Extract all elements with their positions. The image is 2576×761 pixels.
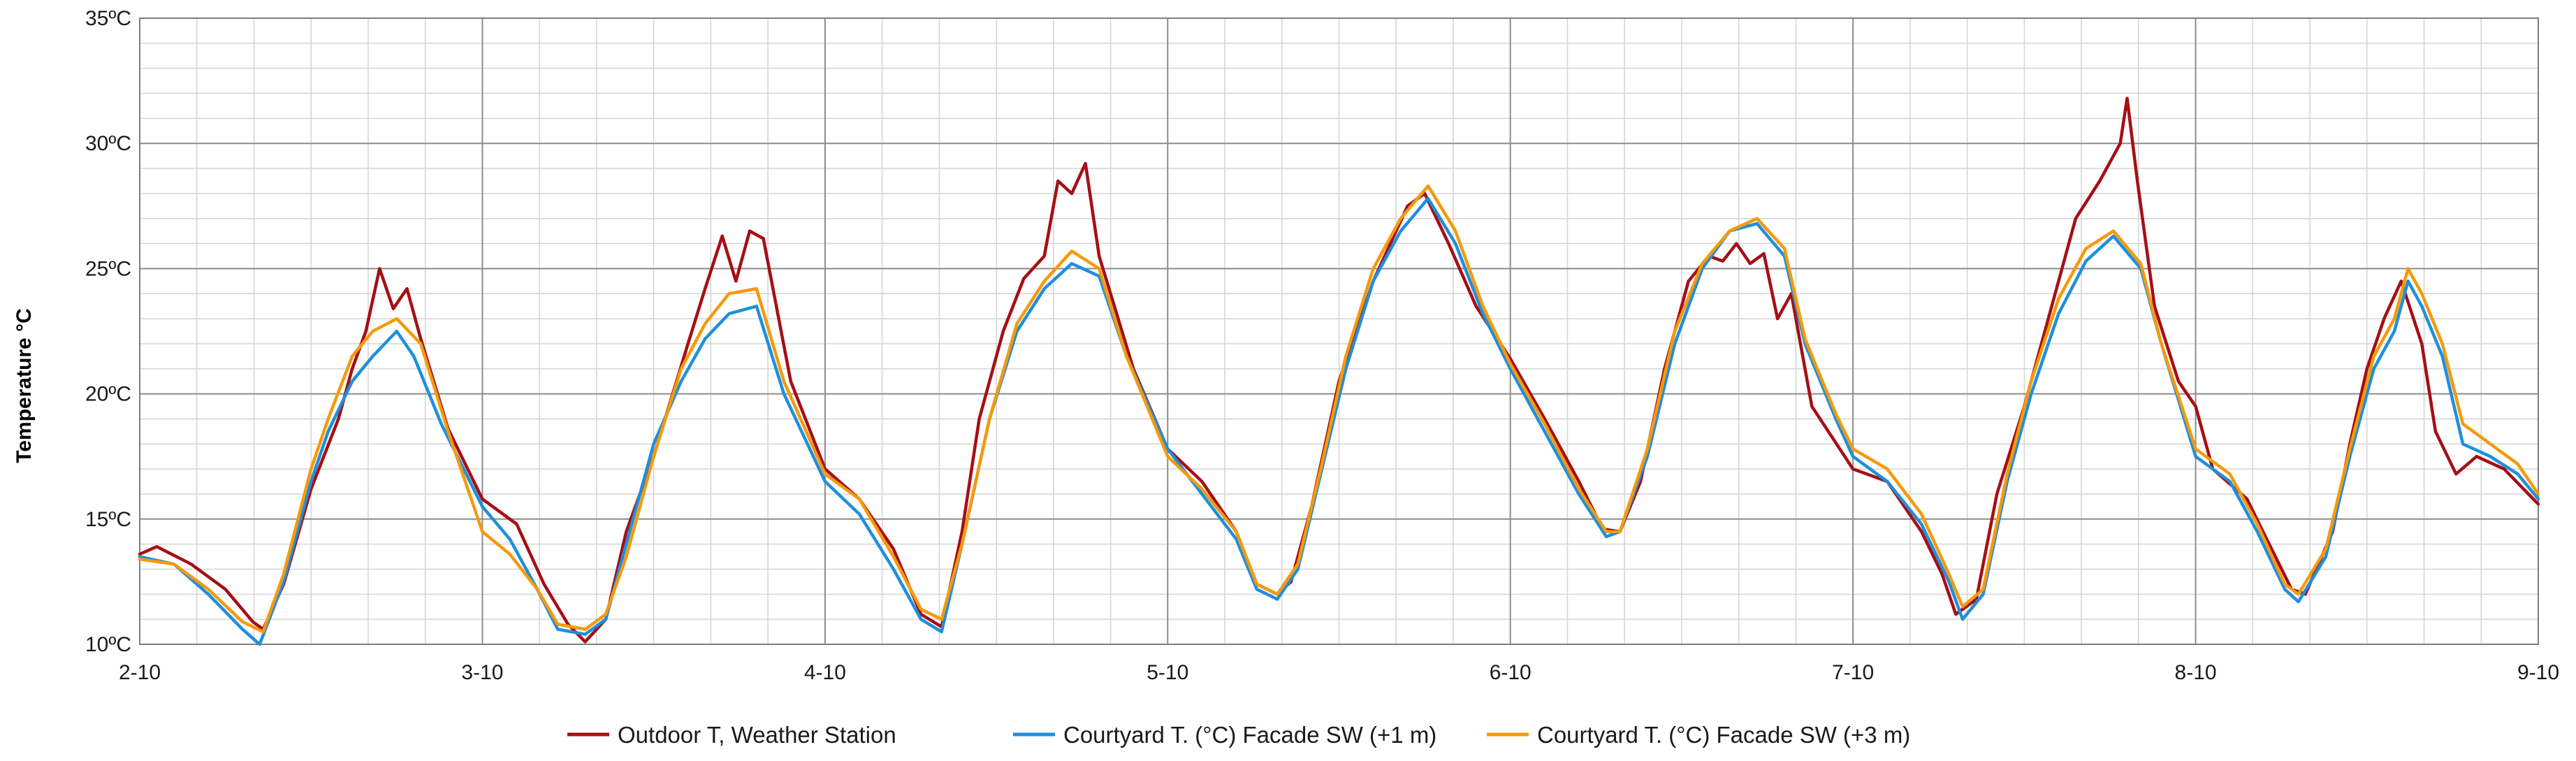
series-line-3: [138, 184, 2540, 634]
y-tick-label: 20ºC: [85, 383, 131, 406]
legend-label: Courtyard T. (°C) Facade SW (+1 m): [1063, 722, 1436, 748]
x-tick-label: 3-10: [461, 661, 503, 684]
x-axis-tick-labels: 2-10 3-10 4-10 5-10 6-10 7-10 8-10 9-10: [119, 661, 2559, 684]
y-tick-label: 25ºC: [85, 257, 131, 280]
x-tick-label: 6-10: [1490, 661, 1531, 684]
x-tick-label: 7-10: [1832, 661, 1874, 684]
y-tick-label: 10ºC: [85, 633, 131, 656]
x-tick-label: 9-10: [2517, 661, 2559, 684]
x-tick-label: 4-10: [804, 661, 846, 684]
series-lines: [138, 96, 2540, 646]
minor-gridlines: [140, 18, 2538, 644]
y-axis-tick-labels: 10ºC 15ºC 20ºC 25ºC 30ºC 35ºC: [85, 7, 131, 656]
x-tick-label: 5-10: [1147, 661, 1188, 684]
x-tick-label: 2-10: [119, 661, 161, 684]
legend: Outdoor T, Weather Station Courtyard T. (…: [567, 722, 1910, 748]
legend-label: Outdoor T, Weather Station: [618, 722, 896, 748]
y-axis-label: Temperature °C: [13, 308, 36, 463]
y-tick-label: 30ºC: [85, 132, 131, 155]
y-tick-label: 35ºC: [85, 7, 131, 30]
legend-label: Courtyard T. (°C) Facade SW (+3 m): [1537, 722, 1910, 748]
plot-area-frame: [139, 17, 2539, 645]
x-tick-label: 8-10: [2175, 661, 2217, 684]
y-tick-label: 15ºC: [85, 508, 131, 531]
